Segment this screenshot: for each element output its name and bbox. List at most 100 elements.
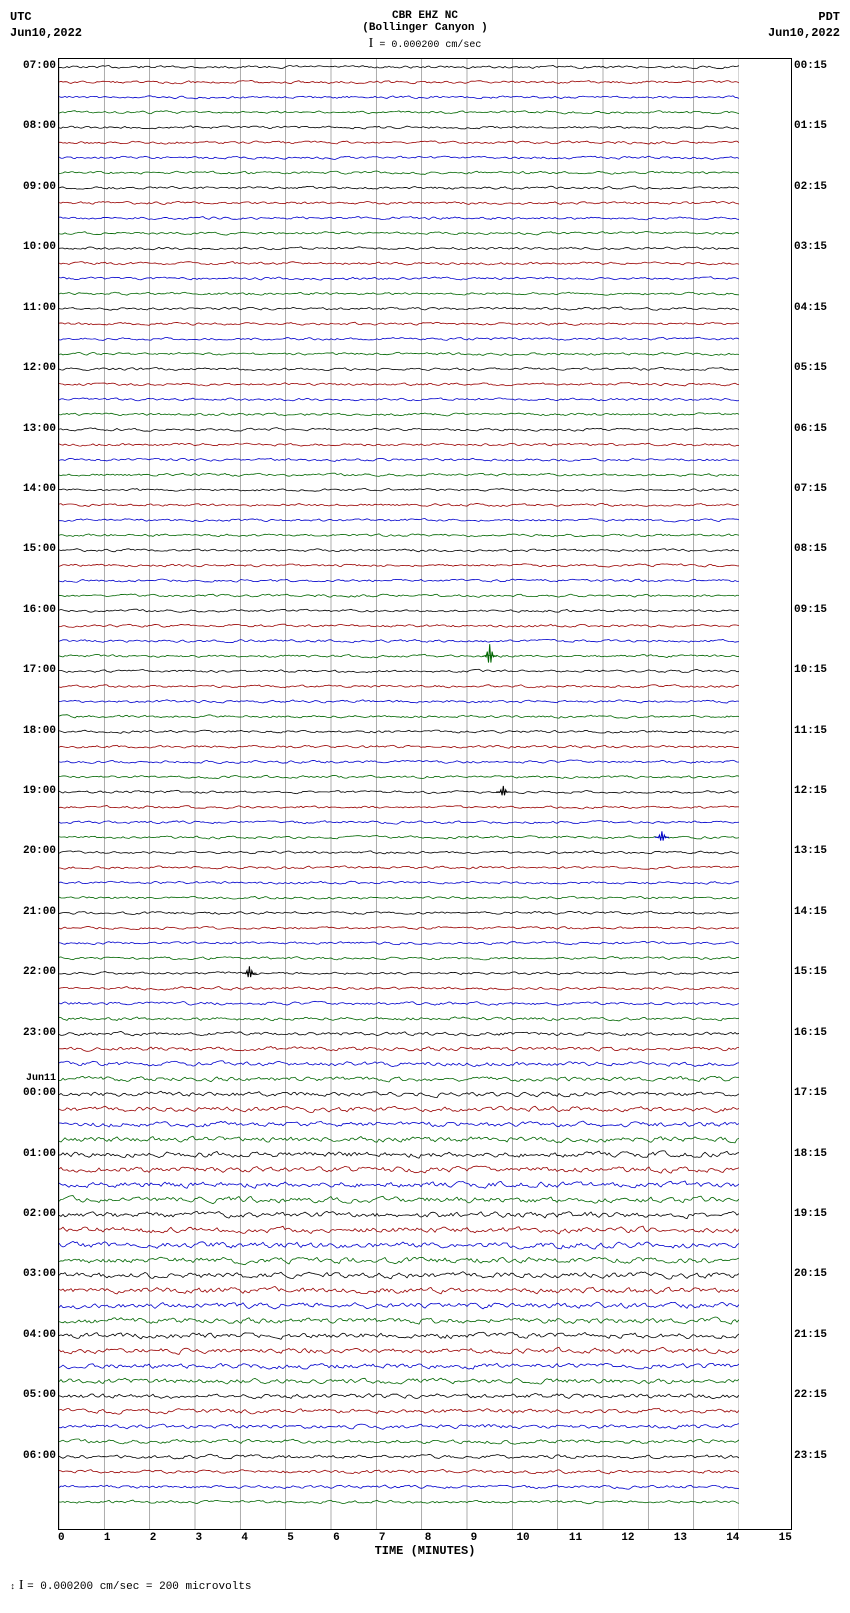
trace-row <box>59 534 739 537</box>
seismic-spike <box>483 644 497 663</box>
trace-row <box>59 262 739 265</box>
utc-time-label: 03:00 <box>23 1268 56 1280</box>
scale-note: I = 0.000200 cm/sec <box>100 36 750 52</box>
x-tick: 13 <box>674 1532 687 1544</box>
utc-time-label: 07:00 <box>23 60 56 72</box>
x-tick: 5 <box>287 1532 294 1544</box>
trace-row <box>59 383 739 386</box>
trace-row <box>59 217 739 220</box>
trace-row <box>59 1394 739 1399</box>
trace-row <box>59 745 739 748</box>
trace-row <box>59 1181 739 1188</box>
x-axis-row: 0123456789101112131415 TIME (MINUTES) <box>10 1530 840 1558</box>
trace-row <box>59 156 739 159</box>
x-tick: 4 <box>241 1532 248 1544</box>
trace-row <box>59 1439 739 1444</box>
utc-time-label: 19:00 <box>23 785 56 797</box>
trace-row <box>59 730 739 733</box>
x-tick: 3 <box>196 1532 203 1544</box>
utc-time-label: 17:00 <box>23 664 56 676</box>
trace-row <box>59 247 739 250</box>
tz-left: UTC <box>10 10 100 26</box>
trace-row <box>59 1241 739 1249</box>
trace-row <box>59 790 739 793</box>
trace-row <box>59 65 739 68</box>
utc-time-label: 15:00 <box>23 543 56 555</box>
trace-row <box>59 352 739 355</box>
trace-row <box>59 1500 739 1504</box>
date-change-label: Jun11 <box>26 1073 56 1084</box>
trace-row <box>59 1166 739 1173</box>
trace-row <box>59 821 739 824</box>
trace-row <box>59 1302 739 1309</box>
pdt-time-label: 08:15 <box>794 543 827 555</box>
trace-row <box>59 1046 739 1051</box>
trace-row <box>59 911 739 914</box>
pdt-time-label: 16:15 <box>794 1027 827 1039</box>
pdt-time-label: 01:15 <box>794 120 827 132</box>
x-tick: 10 <box>516 1532 529 1544</box>
trace-row <box>59 1363 739 1369</box>
trace-row <box>59 549 739 552</box>
trace-row <box>59 851 739 854</box>
trace-row <box>59 503 739 506</box>
trace-row <box>59 111 739 114</box>
utc-time-label: 11:00 <box>23 302 56 314</box>
pdt-time-label: 07:15 <box>794 483 827 495</box>
trace-row <box>59 473 739 476</box>
trace-row <box>59 609 739 612</box>
x-tick: 9 <box>471 1532 478 1544</box>
pdt-time-label: 00:15 <box>794 60 827 72</box>
utc-time-label: 13:00 <box>23 423 56 435</box>
trace-row <box>59 1017 739 1021</box>
x-tick: 12 <box>621 1532 634 1544</box>
pdt-time-label: 04:15 <box>794 302 827 314</box>
trace-row <box>59 80 739 83</box>
utc-time-label: 16:00 <box>23 604 56 616</box>
x-axis-title: TIME (MINUTES) <box>58 1544 792 1558</box>
utc-time-label: 05:00 <box>23 1389 56 1401</box>
trace-row <box>59 307 739 310</box>
header-right: PDT Jun10,2022 <box>750 10 840 41</box>
trace-row <box>59 1151 739 1158</box>
trace-row <box>59 1424 739 1430</box>
trace-row <box>59 1076 739 1082</box>
pdt-time-label: 02:15 <box>794 181 827 193</box>
trace-row <box>59 1257 739 1265</box>
trace-row <box>59 775 739 778</box>
trace-row <box>59 367 739 370</box>
trace-row <box>59 1469 739 1473</box>
station-label: CBR EHZ NC <box>100 10 750 22</box>
trace-row <box>59 1196 739 1204</box>
trace-row <box>59 413 739 416</box>
utc-time-label: 08:00 <box>23 120 56 132</box>
pdt-time-label: 19:15 <box>794 1208 827 1220</box>
trace-row <box>59 1485 739 1489</box>
pdt-time-label: 13:15 <box>794 845 827 857</box>
trace-row <box>59 639 739 642</box>
utc-time-label: 18:00 <box>23 725 56 737</box>
trace-row <box>59 292 739 295</box>
trace-row <box>59 927 739 930</box>
tz-right: PDT <box>750 10 840 26</box>
x-tick: 11 <box>569 1532 582 1544</box>
trace-row <box>59 896 739 899</box>
trace-row <box>59 1347 739 1354</box>
right-time-labels: 00:1501:1502:1503:1504:1505:1506:1507:15… <box>792 58 840 1528</box>
trace-row <box>59 1061 739 1067</box>
utc-time-label: 02:00 <box>23 1208 56 1220</box>
trace-row <box>59 972 739 975</box>
trace-row <box>59 428 739 432</box>
trace-row <box>59 337 739 340</box>
seismic-spike <box>655 831 669 840</box>
trace-row <box>59 519 739 522</box>
trace-row <box>59 1136 739 1143</box>
pdt-time-label: 03:15 <box>794 241 827 253</box>
utc-time-label: 00:00 <box>23 1087 56 1099</box>
utc-time-label: 09:00 <box>23 181 56 193</box>
trace-row <box>59 1317 739 1324</box>
trace-row <box>59 654 739 657</box>
pdt-time-label: 21:15 <box>794 1329 827 1341</box>
pdt-time-label: 20:15 <box>794 1268 827 1280</box>
pdt-time-label: 06:15 <box>794 423 827 435</box>
